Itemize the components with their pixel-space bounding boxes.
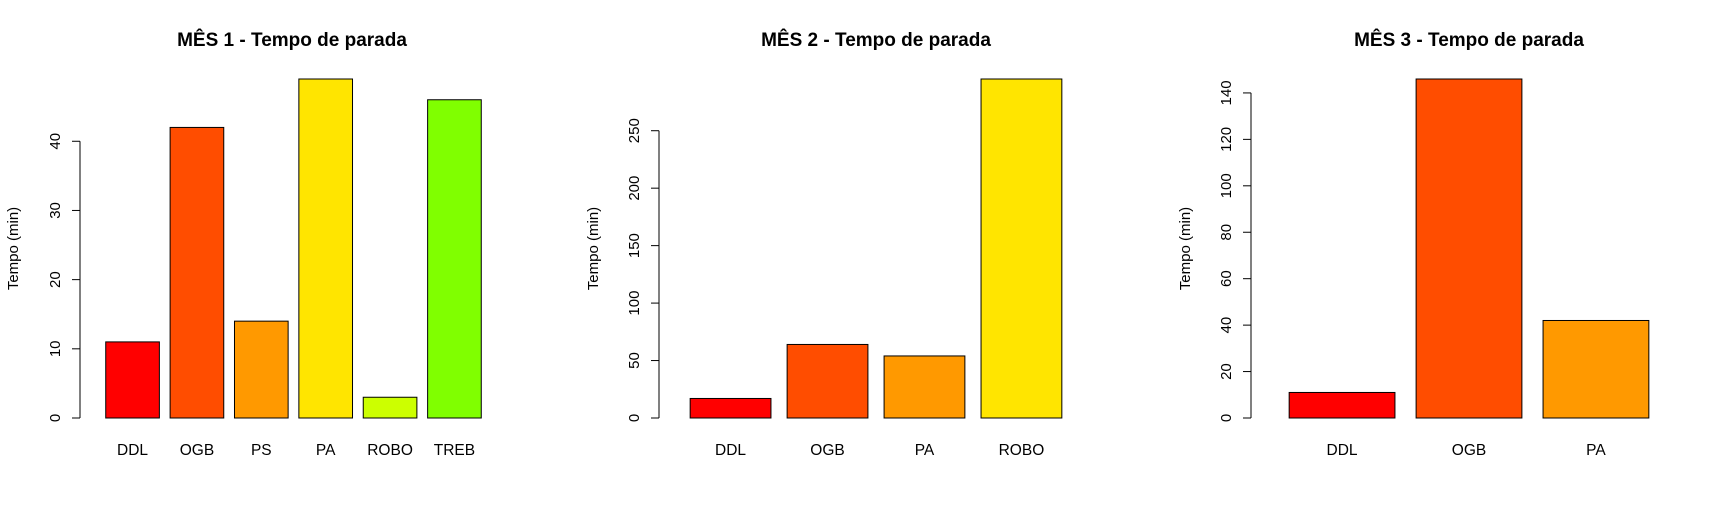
y-axis-label-1: Tempo (min) xyxy=(5,207,22,290)
y-tick-label-3-5: 100 xyxy=(1218,173,1235,198)
bar-1-treb xyxy=(427,99,482,419)
category-label-1-ps: PS xyxy=(251,442,272,459)
y-tick-label-2-1: 50 xyxy=(626,352,643,369)
category-label-2-pa: PA xyxy=(915,442,935,459)
category-label-2-ogb: OGB xyxy=(810,442,844,459)
y-tick-label-2-4: 200 xyxy=(626,176,643,201)
bar-1-ps xyxy=(233,320,289,419)
y-tick-label-3-1: 20 xyxy=(1218,363,1235,380)
y-tick-label-1-1: 10 xyxy=(47,340,64,357)
category-label-1-ddl: DDL xyxy=(117,442,148,459)
y-tick-label-2-0: 0 xyxy=(626,414,643,422)
bar-1-robo xyxy=(362,396,418,419)
category-label-1-treb: TREB xyxy=(434,442,475,459)
y-tick-label-3-4: 80 xyxy=(1218,224,1235,241)
chart-title-2: MÊS 2 - Tempo de parada xyxy=(761,29,991,51)
category-label-1-pa: PA xyxy=(316,442,336,459)
category-label-1-ogb: OGB xyxy=(180,442,214,459)
y-tick-label-2-2: 100 xyxy=(626,291,643,316)
bar-3-pa xyxy=(1542,319,1650,419)
y-tick-label-3-3: 60 xyxy=(1218,270,1235,287)
y-tick-label-1-4: 40 xyxy=(47,133,64,150)
bar-2-ogb xyxy=(786,343,869,419)
category-label-2-ddl: DDL xyxy=(715,442,746,459)
category-label-2-robo: ROBO xyxy=(999,442,1045,459)
y-tick-label-1-0: 0 xyxy=(47,414,64,422)
category-label-1-robo: ROBO xyxy=(367,442,413,459)
y-tick-label-3-7: 140 xyxy=(1218,80,1235,105)
y-tick-label-1-2: 20 xyxy=(47,271,64,288)
y-tick-label-1-3: 30 xyxy=(47,202,64,219)
y-tick-label-2-3: 150 xyxy=(626,233,643,258)
category-label-3-ddl: DDL xyxy=(1327,442,1358,459)
chart-title-1: MÊS 1 - Tempo de parada xyxy=(177,29,407,51)
y-axis-label-2: Tempo (min) xyxy=(585,207,602,290)
y-tick-label-2-5: 250 xyxy=(626,118,643,143)
y-tick-label-3-2: 40 xyxy=(1218,317,1235,334)
chart-title-3: MÊS 3 - Tempo de parada xyxy=(1354,29,1584,51)
bar-1-ddl xyxy=(105,341,160,419)
bar-3-ogb xyxy=(1415,78,1523,419)
bar-1-pa xyxy=(298,78,354,419)
bar-1-ogb xyxy=(169,126,225,419)
category-label-3-pa: PA xyxy=(1586,442,1606,459)
bar-2-robo xyxy=(980,78,1063,419)
bar-2-pa xyxy=(883,355,966,419)
bar-3-ddl xyxy=(1288,391,1396,419)
y-tick-label-3-0: 0 xyxy=(1218,414,1235,422)
y-tick-label-3-6: 120 xyxy=(1218,127,1235,152)
y-axis-label-3: Tempo (min) xyxy=(1177,207,1194,290)
bar-2-ddl xyxy=(689,397,772,419)
category-label-3-ogb: OGB xyxy=(1452,442,1486,459)
